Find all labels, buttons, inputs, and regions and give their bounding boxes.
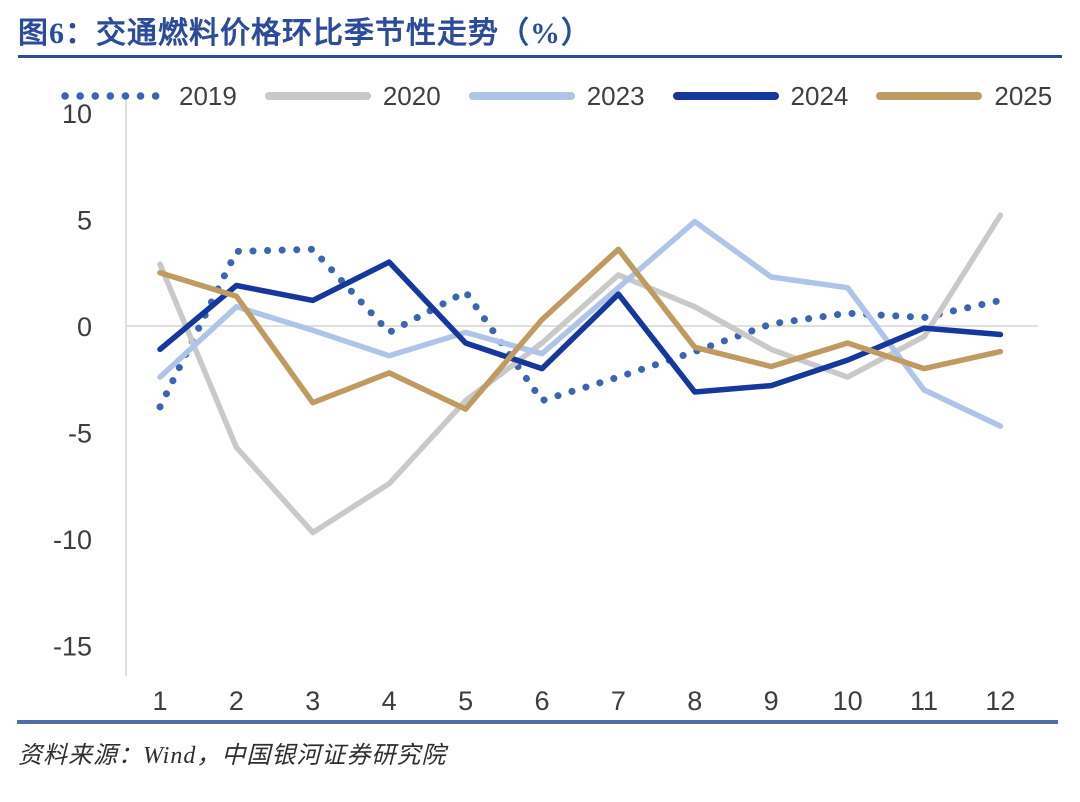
series-line-2025 (157, 246, 1004, 412)
x-tick-label: 9 (764, 686, 779, 716)
x-tick-label: 7 (611, 686, 626, 716)
solid-line-marker-2025 (876, 92, 983, 100)
legend-item-2019: 2019 (60, 83, 237, 109)
legend-label-2020: 2020 (382, 81, 441, 111)
series-line-2023 (157, 218, 1004, 429)
x-tick-label: 2 (229, 686, 244, 716)
title-divider-rule (18, 55, 1062, 58)
dotted-line-marker-2019 (61, 92, 167, 100)
x-tick-label: 5 (458, 686, 473, 716)
x-tick-label: 4 (382, 686, 397, 716)
x-tick-label: 11 (910, 686, 938, 716)
y-tick-label: 5 (77, 206, 92, 236)
x-tick-label: 6 (534, 686, 549, 716)
x-tick-label: 1 (152, 686, 167, 716)
y-tick-label: 10 (62, 99, 92, 129)
y-tick-label: -15 (53, 632, 92, 662)
legend-label-2024: 2024 (790, 81, 849, 111)
y-tick-label: 0 (77, 312, 92, 342)
series-line-2019 (156, 245, 1004, 411)
legend-label-2019: 2019 (179, 81, 237, 111)
solid-line-marker-2020 (264, 92, 371, 100)
legend-item-2025: 2025 (875, 83, 1052, 109)
x-tick-label: 10 (833, 686, 863, 716)
source-attribution: 资料来源：Wind，中国银河证券研究院 (18, 743, 447, 769)
x-tick-label: 3 (305, 686, 320, 716)
legend-item-2023: 2023 (468, 83, 645, 109)
y-tick-label: -10 (53, 525, 92, 555)
x-tick-label: 12 (985, 686, 1015, 716)
chart-legend: 2019 2020 2023 2024 2025 (60, 83, 1079, 109)
series-line-2024 (157, 259, 1004, 395)
series-line-2020 (157, 212, 1004, 536)
figure-title: 图6：交通燃料价格环比季节性走势（%） (18, 17, 592, 50)
footer-divider-rule (17, 720, 1058, 724)
x-tick-label: 8 (687, 686, 702, 716)
legend-item-2024: 2024 (672, 81, 849, 111)
legend-item-2020: 2020 (264, 83, 441, 109)
legend-label-2025: 2025 (994, 81, 1053, 111)
solid-line-marker-2023 (468, 92, 575, 100)
y-tick-label: -5 (68, 419, 92, 449)
solid-line-marker-2024 (672, 92, 779, 100)
legend-label-2023: 2023 (586, 81, 645, 111)
